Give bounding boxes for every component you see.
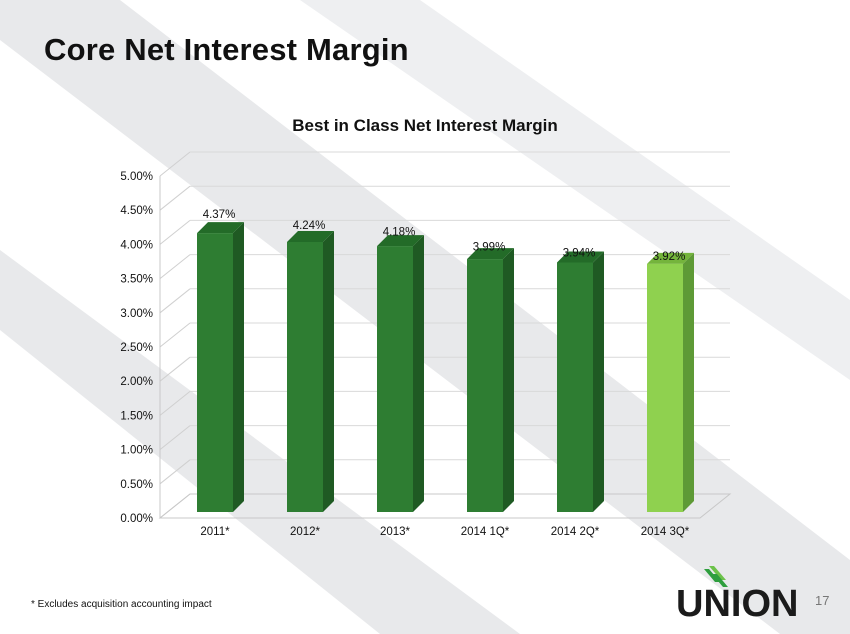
gridline-side: [159, 322, 191, 348]
y-tick-label: 2.00%: [120, 376, 153, 388]
gridline-side: [159, 151, 191, 177]
bar-top: [647, 252, 694, 264]
chart-title: Best in Class Net Interest Margin: [292, 116, 558, 135]
logo-text: UNION: [676, 583, 799, 625]
y-tick-label: 0.50%: [120, 479, 153, 491]
bar: [467, 259, 503, 512]
data-label: 4.18%: [383, 226, 416, 238]
bar-side: [413, 235, 424, 512]
bar: [287, 241, 323, 512]
gridline-side: [159, 459, 191, 485]
bar-top: [557, 251, 604, 263]
y-tick-label: 1.50%: [120, 410, 153, 422]
gridline-side: [159, 254, 191, 279]
x-tick-label: 2013*: [380, 526, 411, 538]
x-tick-label: 2014 1Q*: [461, 526, 510, 538]
bar-top: [287, 230, 334, 242]
bar-side: [683, 252, 694, 512]
bar: [647, 263, 683, 512]
chart-floor: [158, 493, 732, 519]
y-tick-label: 3.00%: [120, 308, 153, 320]
x-tick-label: 2012*: [290, 526, 321, 538]
y-tick-label: 1.00%: [120, 445, 153, 457]
y-tick-label: 4.00%: [120, 239, 153, 251]
data-label: 3.92%: [653, 251, 686, 263]
union-logo: UNION: [676, 565, 812, 623]
gridline-side: [159, 391, 191, 416]
x-tick-label: 2014 3Q*: [641, 526, 690, 538]
data-label: 4.37%: [203, 209, 236, 221]
slide-title: Core Net Interest Margin: [44, 32, 409, 67]
footnote: * Excludes acquisition accounting impact: [31, 599, 212, 610]
data-label: 4.24%: [293, 220, 326, 232]
bar-side: [233, 222, 244, 513]
gridline-side: [159, 220, 191, 245]
bar-side: [323, 230, 334, 512]
x-tick-label: 2014 2Q*: [551, 526, 600, 538]
y-tick-label: 2.50%: [120, 342, 153, 354]
page-number: 17: [815, 593, 830, 608]
bar: [377, 246, 413, 512]
bar-top: [377, 235, 424, 247]
y-tick-label: 4.50%: [120, 205, 153, 217]
bar-top: [467, 248, 514, 260]
bar-top: [197, 222, 244, 234]
data-label: 3.99%: [473, 242, 506, 254]
bar-side: [593, 251, 604, 512]
y-tick-label: 0.00%: [120, 513, 153, 525]
gridline-side: [159, 185, 191, 211]
bar: [197, 233, 233, 513]
y-tick-label: 5.00%: [120, 171, 153, 183]
gridline-side: [159, 288, 191, 314]
bar: [557, 262, 593, 512]
bar-side: [503, 248, 514, 513]
y-tick-label: 3.50%: [120, 274, 153, 286]
x-tick-label: 2011*: [200, 526, 230, 538]
logo-mark-icon: [704, 566, 728, 587]
gridline-side: [159, 356, 191, 382]
gridline-side: [159, 425, 191, 450]
data-label: 3.94%: [563, 247, 596, 259]
